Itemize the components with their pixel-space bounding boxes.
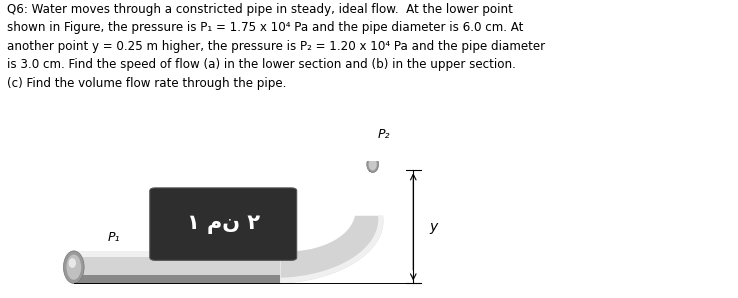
Polygon shape (369, 156, 373, 173)
Text: y: y (430, 220, 438, 234)
Text: ۱ من ۲: ۱ من ۲ (187, 214, 260, 234)
Ellipse shape (63, 251, 84, 283)
Polygon shape (74, 251, 280, 257)
Ellipse shape (367, 156, 379, 173)
Polygon shape (280, 216, 384, 283)
Polygon shape (369, 156, 373, 159)
Polygon shape (280, 216, 384, 283)
Ellipse shape (368, 158, 377, 170)
Polygon shape (74, 251, 280, 283)
Ellipse shape (69, 258, 76, 268)
Text: P₁: P₁ (108, 231, 120, 243)
Ellipse shape (66, 254, 81, 280)
FancyBboxPatch shape (150, 188, 297, 260)
Text: Q6: Water moves through a constricted pipe in steady, ideal flow.  At the lower : Q6: Water moves through a constricted pi… (7, 3, 545, 90)
Polygon shape (369, 168, 373, 173)
Text: P₂: P₂ (378, 128, 390, 141)
Polygon shape (74, 275, 280, 283)
